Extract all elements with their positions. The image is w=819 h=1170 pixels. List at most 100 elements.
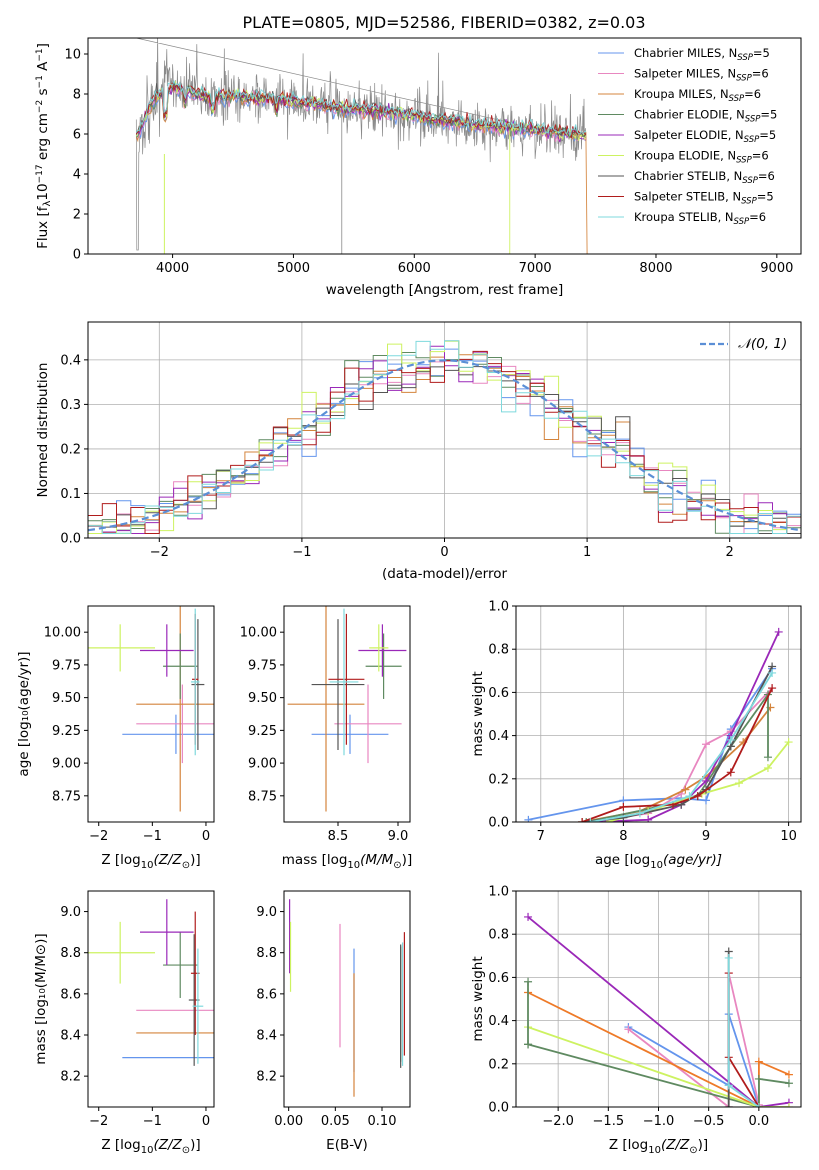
series-point-ke: [784, 1103, 793, 1107]
x-axis-label: E(B-V): [326, 1137, 368, 1153]
normal-curve: [88, 359, 801, 532]
legend-entry-sub: SSP: [741, 197, 757, 207]
series-point-ss: [726, 768, 735, 777]
mass-weight-vs-metallicity-panel: −2.0 −1.5 −1.0 −0.5 0.0 0.0 0.2 0.4 0.6 0.8 1.0 Z […: [470, 885, 802, 1156]
y-tick-label: 0.0: [488, 1101, 509, 1116]
x-axis-label: mass [log10(M/M⊙)]: [282, 852, 412, 871]
histogram-ss: [88, 350, 801, 534]
x-tick-label: −0.5: [693, 1114, 725, 1129]
y-axis-label: Flux [fλ10−17 erg cm−2 s−1 A−1]: [35, 43, 53, 249]
y-tick-label: 8.2: [256, 1070, 277, 1085]
x-axis-label: wavelength [Angstrom, rest frame]: [326, 282, 564, 298]
series-point-cs: [619, 813, 628, 822]
y-tick-label: 10.00: [240, 626, 277, 641]
axes-frame: [87, 37, 802, 255]
series-point-ce: [754, 1074, 763, 1083]
series-point-ss: [619, 802, 628, 811]
y-tick-label: 0.0: [488, 816, 509, 831]
x-axis-label-part: (Z/Z: [661, 1137, 690, 1153]
legend-entry: Salpeter STELIB, NSSP=5: [634, 190, 774, 207]
legend-entry-tail: =5: [759, 128, 776, 142]
series-point-ss: [578, 818, 587, 822]
legend-entry-tail: =6: [758, 169, 775, 183]
series-point-sm: [624, 1025, 633, 1034]
x-axis-label-part: )]: [190, 852, 201, 868]
y-tick-label: 10.00: [44, 626, 81, 641]
plot-area: [88, 340, 801, 534]
x-axis-label-part: (M/M: [360, 852, 393, 868]
series-line-ks: [590, 672, 773, 822]
series-line-sm: [627, 972, 760, 1107]
series-point-cm: [702, 796, 710, 805]
axes-decorations: 7 8 9 10 0.0 0.2 0.4 0.6 0.8 1.0: [488, 600, 797, 845]
y-tick-label: 9.0: [60, 905, 81, 920]
legend-entry: Salpeter ELODIE, NSSP=5: [634, 128, 776, 145]
y-axis-label: mass weight: [470, 671, 486, 756]
x-tick-label: 0.05: [321, 1114, 350, 1129]
x-axis-label-part: (age/yr)]: [663, 852, 722, 868]
x-axis-label-part: mass [log: [282, 852, 348, 868]
x-axis-label: Z [log10(Z/Z⊙)]: [101, 1137, 200, 1156]
x-axis-label: Z [log10(Z/Z⊙)]: [609, 1137, 708, 1156]
x-tick-label: 0.0: [749, 1114, 770, 1129]
y-tick-label: 0.3: [60, 398, 81, 413]
y-tick-label: 9.50: [52, 691, 81, 706]
y-axis-label-part: −1: [35, 48, 45, 61]
y-tick-label: 8.4: [256, 1029, 277, 1044]
series-point-cm: [524, 815, 533, 822]
legend-entry-text: Kroupa MILES, N: [634, 87, 729, 101]
legend-entry-tail: =5: [753, 46, 770, 60]
y-tick-label: 8.75: [52, 789, 81, 804]
y-tick-label: 9.0: [256, 905, 277, 920]
series-point-cs: [724, 1103, 733, 1107]
plot-area: [88, 606, 214, 812]
series-point-ks: [635, 809, 644, 818]
plot-area: [289, 899, 405, 1097]
legend-entry: Chabrier ELODIE, NSSP=5: [634, 108, 777, 125]
legend-entry-sub: SSP: [742, 176, 758, 186]
legend-entry-text: Chabrier MILES, N: [634, 46, 737, 60]
y-tick-label: 0.0: [60, 532, 81, 547]
x-axis-label: age [log10(age/yr)]: [595, 852, 722, 871]
series-point-se: [644, 815, 653, 822]
axes-frame: [87, 321, 802, 539]
histogram-ks: [88, 340, 801, 534]
x-tick-label: −1: [143, 1114, 162, 1129]
y-tick-label: 8.2: [60, 1070, 81, 1085]
x-tick-label: −2.0: [542, 1114, 574, 1129]
plot-area: [135, 38, 588, 254]
x-tick-label: 8: [619, 829, 627, 844]
x-axis-label-part: 10: [347, 860, 360, 871]
axes-decorations: 8.5 9.0 8.75 9.00 9.25 9.50 9.75 10.00: [240, 626, 409, 844]
series-point-ce: [524, 977, 533, 986]
series-point-ce: [763, 753, 772, 762]
legend-entry-sub: SSP: [734, 217, 750, 227]
series-point-ce: [582, 818, 591, 822]
x-tick-label: −2: [89, 829, 108, 844]
legend-entry: Kroupa MILES, NSSP=6: [634, 87, 761, 104]
series-point-se: [524, 912, 533, 921]
y-tick-label: 8.6: [256, 987, 277, 1002]
legend-entry-sub: SSP: [744, 135, 760, 145]
y-tick-label: 0.8: [488, 928, 509, 943]
axes-decorations: −2 −1 0 1 2 0.0 0.1 0.2 0.3 0.4: [60, 353, 734, 560]
y-tick-label: 9.00: [248, 757, 277, 772]
legend-entry-sub: SSP: [729, 94, 745, 104]
y-tick-label: 1.0: [488, 600, 509, 615]
legend-entry: Salpeter MILES, NSSP=6: [634, 67, 769, 84]
x-tick-label: 1: [583, 545, 591, 560]
series-point-ks: [726, 735, 735, 744]
x-tick-label: 9: [702, 829, 710, 844]
y-tick-label: 2: [73, 208, 81, 223]
x-tick-label: 7000: [519, 261, 552, 276]
y-tick-label: 9.50: [248, 691, 277, 706]
spectrum-panel: 4000 5000 6000 7000 8000 9000 0 2 4 6 8 10 Chabrier …: [35, 37, 802, 298]
legend-entry-text: Chabrier ELODIE, N: [634, 108, 745, 122]
axes-decorations: −2 −1 0 8.2 8.4 8.6 8.8 9.0: [60, 905, 210, 1129]
y-axis-label: mass weight: [470, 956, 486, 1041]
series-point-ke: [763, 764, 772, 772]
y-tick-label: 0.2: [488, 772, 509, 787]
x-axis-label-part: )]: [402, 852, 413, 868]
x-tick-label: 0.00: [274, 1114, 303, 1129]
x-axis-label-part: ⊙: [393, 860, 401, 871]
